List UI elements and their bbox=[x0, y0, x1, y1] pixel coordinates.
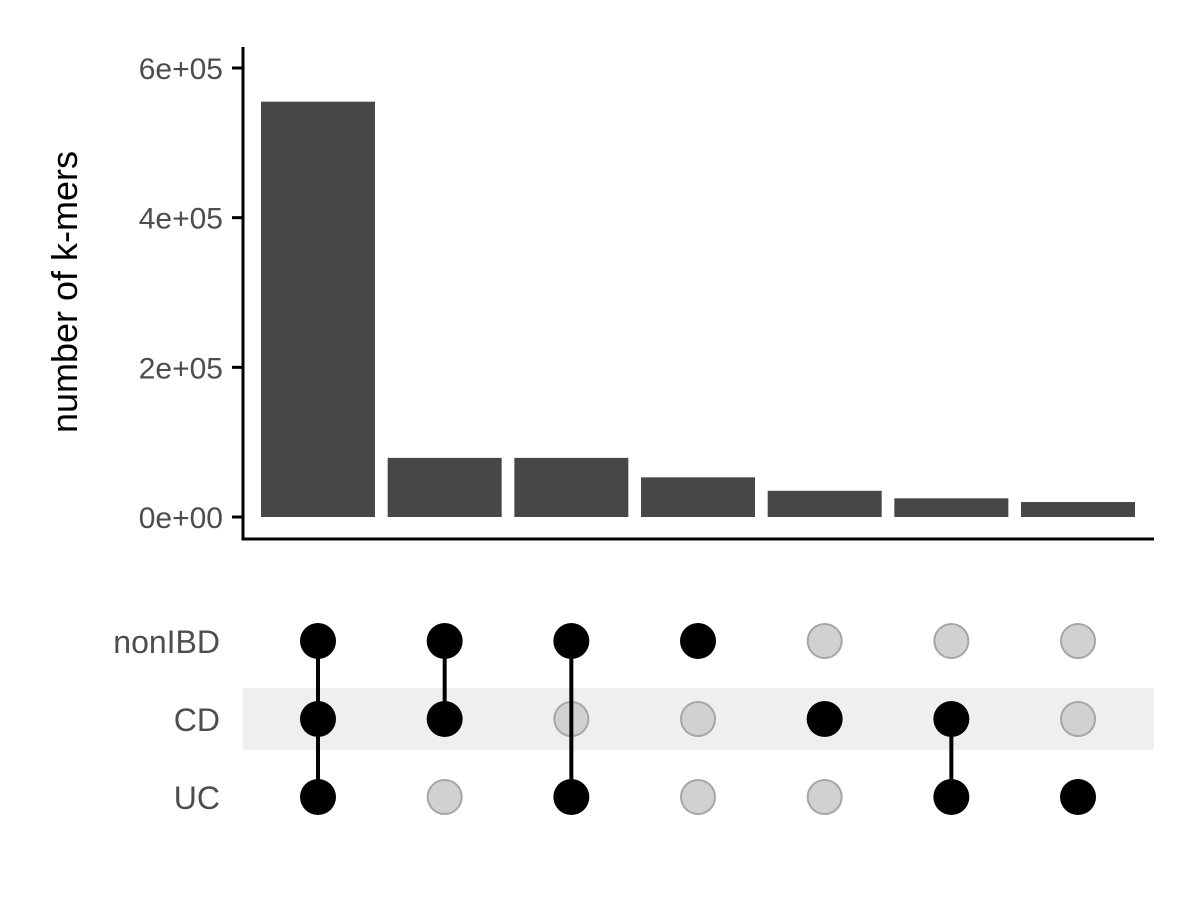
matrix-dot-active bbox=[806, 701, 843, 737]
matrix-dot-active bbox=[1060, 779, 1097, 815]
matrix-dot-active bbox=[300, 701, 336, 737]
axes bbox=[241, 47, 1154, 541]
matrix-dot-active bbox=[553, 779, 590, 815]
bar bbox=[767, 490, 882, 517]
y-ticks: 0e+00 2e+05 4e+05 6e+05 bbox=[139, 53, 243, 535]
matrix-dot-active bbox=[680, 623, 717, 659]
bar bbox=[1021, 502, 1136, 517]
bar bbox=[641, 477, 756, 517]
matrix-dot-active bbox=[300, 623, 336, 659]
y-tick-label: 2e+05 bbox=[139, 352, 223, 385]
matrix-dot-active bbox=[933, 701, 970, 737]
matrix-dot-active bbox=[553, 623, 590, 659]
bar bbox=[514, 457, 629, 517]
set-label: UC bbox=[174, 780, 220, 816]
matrix-dot-inactive bbox=[933, 623, 970, 659]
matrix-dot-active bbox=[933, 779, 970, 815]
y-tick-label: 0e+00 bbox=[139, 502, 223, 535]
matrix-dot-active bbox=[426, 623, 463, 659]
set-labels: nonIBD CD UC bbox=[113, 624, 220, 816]
bar bbox=[261, 101, 375, 518]
intersection-matrix bbox=[300, 623, 1097, 815]
set-label: CD bbox=[174, 702, 220, 738]
matrix-dot-inactive bbox=[426, 779, 463, 815]
matrix-dot-inactive bbox=[806, 779, 843, 815]
matrix-dot-inactive bbox=[806, 623, 843, 659]
set-label: nonIBD bbox=[113, 624, 220, 660]
matrix-dot-active bbox=[300, 779, 336, 815]
bar bbox=[387, 457, 502, 517]
matrix-dot-inactive bbox=[1060, 701, 1097, 737]
y-tick-label: 4e+05 bbox=[139, 203, 223, 236]
matrix-dot-inactive bbox=[680, 779, 717, 815]
bar-group bbox=[261, 101, 1136, 518]
matrix-dot-inactive bbox=[680, 701, 717, 737]
bar bbox=[894, 498, 1009, 517]
matrix-dot-inactive bbox=[1060, 623, 1097, 659]
y-axis-title: number of k-mers bbox=[44, 151, 85, 433]
matrix-dot-active bbox=[426, 701, 463, 737]
y-tick-label: 6e+05 bbox=[139, 53, 223, 86]
